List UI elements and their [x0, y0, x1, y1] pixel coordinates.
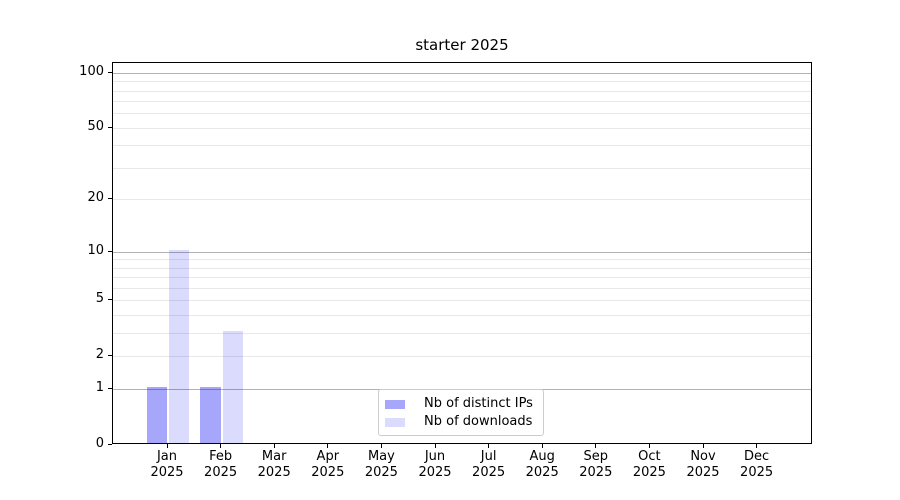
x-tick-label: Mar 2025 — [243, 449, 305, 481]
x-tick-mark — [488, 444, 490, 448]
x-tick-label: Jun 2025 — [404, 449, 466, 481]
legend-swatch — [385, 417, 405, 427]
bar-downloads — [169, 249, 190, 443]
x-tick-label-year: 2025 — [311, 465, 345, 480]
x-tick-mark — [541, 444, 543, 448]
grid-line-major — [113, 251, 811, 253]
x-tick-label: Sep 2025 — [565, 449, 627, 481]
x-tick-label: Oct 2025 — [618, 449, 680, 481]
grid-line-minor — [113, 277, 811, 279]
grid-line-minor — [113, 145, 811, 147]
x-tick-label: May 2025 — [350, 449, 412, 481]
x-tick-label-month: Apr — [316, 449, 340, 464]
y-tick-mark — [108, 71, 112, 73]
x-tick-label-year: 2025 — [150, 465, 184, 480]
grid-line-minor — [113, 199, 811, 201]
grid-line-minor — [113, 101, 811, 103]
x-tick-label-month: Jun — [424, 449, 446, 464]
bar-distinct-ips — [200, 387, 221, 443]
y-tick-label: 5 — [95, 291, 104, 307]
legend-label: Nb of downloads — [424, 414, 533, 429]
x-tick-label-year: 2025 — [418, 465, 452, 480]
y-tick-label: 0 — [95, 436, 104, 451]
x-tick-label: Aug 2025 — [511, 449, 573, 481]
bar-distinct-ips — [146, 387, 167, 443]
x-tick-label-month: Nov — [690, 449, 716, 464]
y-tick-label: 10 — [87, 242, 104, 258]
y-tick-mark — [108, 355, 112, 357]
y-tick-mark — [108, 444, 112, 445]
x-tick-mark — [702, 444, 704, 448]
y-tick-mark — [108, 388, 112, 390]
x-tick-label-year: 2025 — [364, 465, 398, 480]
grid-line-minor — [113, 356, 811, 358]
x-tick-label-year: 2025 — [740, 465, 774, 480]
x-tick-mark — [220, 444, 222, 448]
grid-line-minor — [113, 168, 811, 170]
legend-label: Nb of distinct IPs — [424, 396, 533, 411]
legend-row: Nb of downloads — [385, 413, 537, 431]
x-tick-label-year: 2025 — [632, 465, 666, 480]
grid-line-minor — [113, 315, 811, 317]
x-tick-label: Jan 2025 — [136, 449, 198, 481]
x-tick-mark — [648, 444, 650, 448]
y-tick-mark — [108, 299, 112, 301]
x-tick-label-month: Aug — [529, 449, 555, 464]
y-tick-mark — [108, 126, 112, 128]
x-tick-label-month: Dec — [744, 449, 770, 464]
grid-line-major — [113, 72, 811, 74]
grid-line-minor — [113, 259, 811, 261]
legend-row: Nb of distinct IPs — [385, 395, 537, 413]
x-tick-label-year: 2025 — [579, 465, 613, 480]
x-tick-mark — [166, 444, 168, 448]
bar-downloads — [222, 331, 243, 443]
grid-line-minor — [113, 300, 811, 302]
x-tick-mark — [380, 444, 382, 448]
x-tick-label-month: Oct — [638, 449, 661, 464]
x-tick-mark — [273, 444, 275, 448]
y-tick-label: 50 — [87, 118, 104, 134]
x-tick-label-month: May — [367, 449, 395, 464]
x-tick-label: Nov 2025 — [672, 449, 734, 481]
grid-line-minor — [113, 113, 811, 115]
x-tick-mark — [327, 444, 329, 448]
y-tick-label: 1 — [95, 380, 104, 396]
y-tick-mark — [108, 250, 112, 252]
grid-line-minor — [113, 81, 811, 83]
x-tick-label-year: 2025 — [257, 465, 291, 480]
x-tick-label: Dec 2025 — [726, 449, 788, 481]
chart-title: starter 2025 — [415, 36, 509, 54]
x-tick-label: Feb 2025 — [190, 449, 252, 481]
x-tick-label: Apr 2025 — [297, 449, 359, 481]
x-tick-label-month: Mar — [261, 449, 287, 464]
x-tick-label-month: Jul — [480, 449, 497, 464]
legend: Nb of distinct IPs Nb of downloads — [378, 389, 544, 436]
y-tick-label: 100 — [79, 63, 104, 79]
x-tick-mark — [595, 444, 597, 448]
x-tick-label: Jul 2025 — [458, 449, 520, 481]
y-tick-mark — [108, 198, 112, 200]
x-tick-label-month: Feb — [209, 449, 233, 464]
y-tick-label: 20 — [87, 190, 104, 206]
x-tick-label-year: 2025 — [204, 465, 238, 480]
x-tick-label-month: Jan — [156, 449, 178, 464]
plot-area — [112, 62, 812, 444]
grid-line-minor — [113, 288, 811, 290]
x-tick-mark — [434, 444, 436, 448]
x-tick-label-year: 2025 — [525, 465, 559, 480]
grid-line-minor — [113, 333, 811, 335]
legend-swatch — [385, 399, 405, 409]
grid-line-minor — [113, 127, 811, 129]
x-tick-label-month: Sep — [583, 449, 609, 464]
x-tick-label-year: 2025 — [686, 465, 720, 480]
y-tick-label: 2 — [95, 347, 104, 363]
grid-line-minor — [113, 90, 811, 92]
x-tick-mark — [756, 444, 758, 448]
grid-line-minor — [113, 267, 811, 269]
x-tick-label-year: 2025 — [472, 465, 506, 480]
